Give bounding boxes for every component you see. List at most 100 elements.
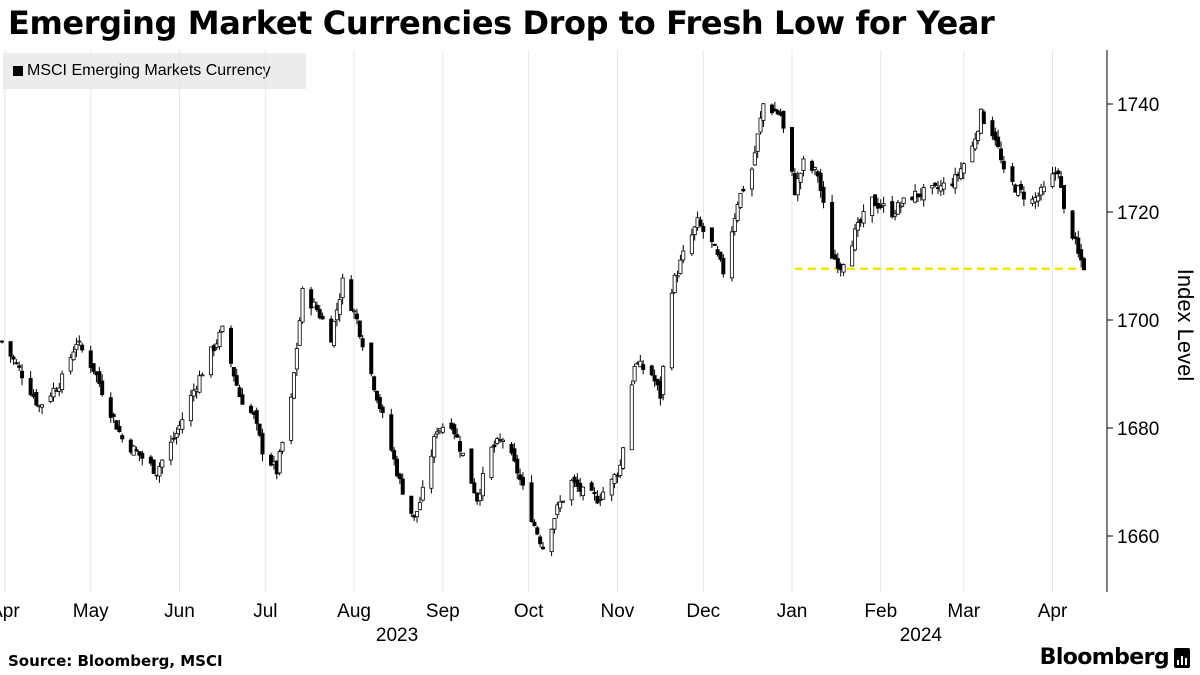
candle-body [641, 364, 646, 370]
candle [334, 302, 339, 327]
candle [80, 342, 85, 353]
candle-body [48, 395, 53, 402]
candle [981, 109, 986, 125]
candle-body [420, 486, 425, 501]
candle-body [14, 362, 19, 365]
candle [1016, 185, 1021, 197]
legend-swatch [13, 66, 23, 76]
candle [961, 162, 966, 180]
candle [8, 341, 13, 363]
x-tick-label: Oct [514, 601, 544, 622]
candle-body [818, 172, 823, 192]
candle-body [830, 201, 835, 259]
candle [472, 478, 477, 494]
candle-body [678, 259, 683, 275]
candle [17, 361, 22, 372]
candle-body [480, 473, 485, 497]
candle-body [380, 406, 385, 413]
candle [512, 442, 517, 463]
candle [818, 168, 823, 198]
candle [312, 298, 317, 308]
candle-body [1079, 249, 1084, 261]
candle-body [151, 459, 156, 474]
candle-body [1050, 173, 1055, 187]
candle-body [1001, 160, 1006, 170]
candle-body [801, 158, 806, 171]
candle-body [552, 518, 557, 530]
candle-body [392, 450, 397, 460]
candle [598, 493, 603, 507]
candle-body [698, 219, 703, 227]
candle [629, 380, 634, 451]
candle-body [97, 371, 102, 384]
candle-body [429, 455, 434, 489]
candle [71, 346, 76, 361]
candle-body [921, 187, 926, 201]
candle [589, 480, 594, 491]
candle [701, 222, 706, 239]
candle [921, 183, 926, 207]
candle [168, 435, 173, 466]
candle [352, 308, 357, 319]
candle-body [415, 511, 420, 518]
candle-body [832, 254, 837, 260]
candle [638, 354, 643, 368]
candle-body [541, 546, 546, 550]
candle-body [340, 277, 345, 298]
candle-body [492, 444, 497, 448]
candle [1082, 256, 1087, 271]
candles [0, 101, 1087, 557]
candle-body [749, 168, 754, 190]
legend-label: MSCI Emerging Markets Currency [27, 62, 271, 79]
candle-body [280, 442, 285, 452]
candle-body [168, 441, 173, 461]
candle-body [432, 436, 437, 458]
candle-body [277, 451, 282, 474]
candle-body [812, 167, 817, 170]
candle-body [320, 315, 325, 320]
candle-body [735, 203, 740, 221]
candle-body [174, 433, 179, 438]
candle-body [114, 420, 119, 430]
candle [861, 204, 866, 228]
candle-body [269, 454, 274, 466]
candle [1061, 185, 1066, 214]
candle-body [615, 475, 620, 478]
candle-body [581, 486, 586, 497]
y-tick-label: 1700 [1117, 311, 1159, 332]
candle [240, 388, 245, 405]
candle [111, 412, 116, 423]
candle [191, 383, 196, 402]
x-tick-label: Feb [864, 601, 897, 622]
candle-body [970, 145, 975, 163]
candle [48, 392, 53, 404]
candle-body [638, 360, 643, 368]
candle [354, 308, 359, 325]
candle [832, 249, 837, 260]
candle-body [211, 345, 216, 352]
brand-name: Bloomberg [1039, 645, 1170, 670]
candle-body [309, 289, 314, 309]
candle [11, 354, 16, 365]
candle-body [400, 478, 405, 495]
candle [429, 449, 434, 494]
candle-body [898, 205, 903, 208]
candle [893, 209, 898, 221]
candle [297, 317, 302, 346]
candle-body [652, 375, 657, 382]
candle-body [435, 431, 440, 435]
candle [853, 223, 858, 252]
candle [758, 111, 763, 135]
candle [88, 345, 93, 374]
candle [1036, 192, 1041, 207]
candle [269, 452, 274, 467]
candle [51, 382, 56, 402]
candle-body [549, 528, 554, 553]
candle-body [732, 217, 737, 232]
candle-body [821, 186, 826, 203]
x-year-label: 2024 [900, 625, 943, 646]
candle-body [188, 395, 193, 422]
x-tick-label: Aug [337, 601, 371, 622]
candle-body [34, 391, 39, 406]
